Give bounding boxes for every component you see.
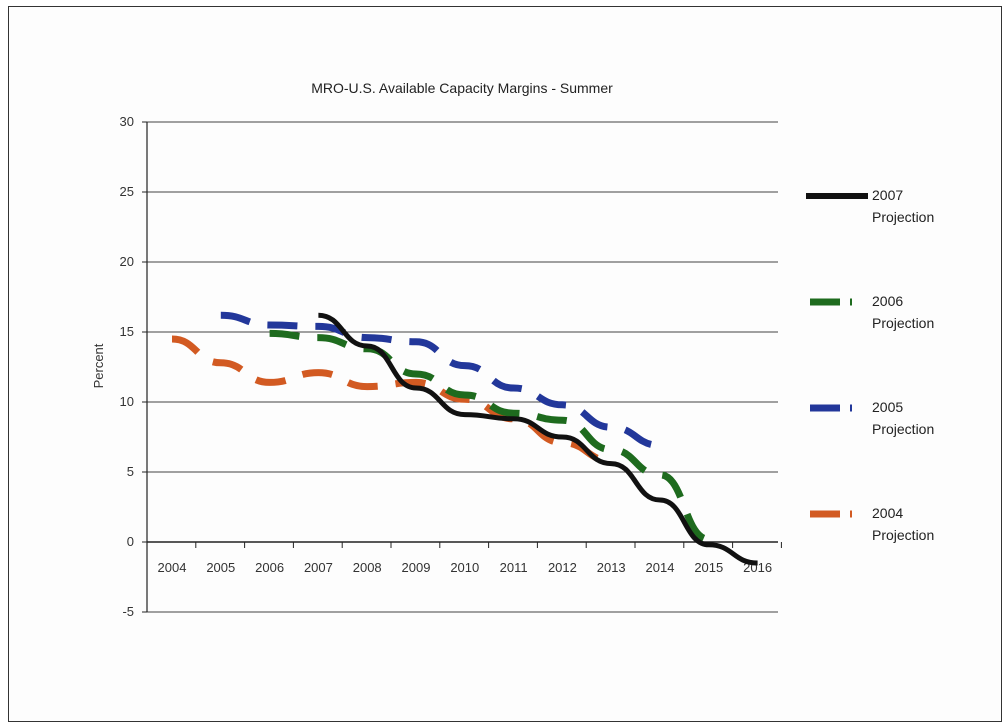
- x-tick-label: 2015: [694, 560, 723, 575]
- x-tick-label: 2007: [304, 560, 333, 575]
- y-tick-label: 25: [120, 184, 134, 199]
- legend-item: 2006 Projection: [810, 293, 934, 331]
- x-tick-label: 2009: [402, 560, 431, 575]
- legend-item: 2005 Projection: [810, 399, 934, 437]
- x-tick-label: 2013: [597, 560, 626, 575]
- series-line-2006: [269, 329, 710, 543]
- y-tick-label: -5: [122, 604, 134, 619]
- y-axis-label: Percent: [91, 343, 106, 388]
- x-tick-label: 2011: [500, 560, 528, 575]
- x-tick-label: 2010: [450, 560, 479, 575]
- x-tick-label: 2008: [353, 560, 382, 575]
- x-tick-label: 2006: [255, 560, 284, 575]
- x-tick-label: 2014: [646, 560, 675, 575]
- series-line-2004: [171, 335, 612, 465]
- series-line-2005: [220, 311, 661, 449]
- x-tick-label: 2012: [548, 560, 577, 575]
- x-tick-label: 2004: [158, 560, 187, 575]
- legend-label-year: 2007: [872, 187, 903, 203]
- legend-label-year: 2006: [872, 293, 903, 309]
- series-line-2007: [318, 312, 758, 566]
- legend-item: 2004 Projection: [810, 505, 934, 543]
- legend-label-year: 2005: [872, 399, 903, 415]
- y-tick-label: 20: [120, 254, 134, 269]
- y-tick-label: 5: [127, 464, 134, 479]
- x-tick-label: 2005: [206, 560, 235, 575]
- legend-label-text: Projection: [872, 527, 934, 543]
- legend: 2007 Projection 2006 Projection 2005 Projecti…: [806, 187, 934, 543]
- legend-label-text: Projection: [872, 421, 934, 437]
- y-tick-label: 15: [120, 324, 134, 339]
- chart-title: MRO-U.S. Available Capacity Margins - Su…: [311, 80, 613, 96]
- chart-frame: [8, 6, 1002, 722]
- y-tick-label: 10: [120, 394, 134, 409]
- y-tick-label: 0: [127, 534, 134, 549]
- legend-item: 2007 Projection: [806, 187, 934, 225]
- legend-label-text: Projection: [872, 315, 934, 331]
- y-tick-label: 30: [120, 114, 134, 129]
- series-lines: [171, 311, 758, 566]
- legend-label-year: 2004: [872, 505, 903, 521]
- legend-label-text: Projection: [872, 209, 934, 225]
